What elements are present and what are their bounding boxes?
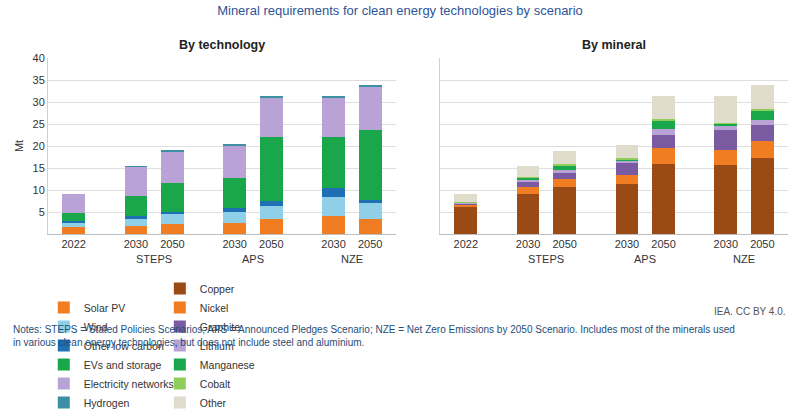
svg-text:Copper: Copper bbox=[200, 283, 235, 295]
svg-text:Mineral requirements for clean: Mineral requirements for clean energy te… bbox=[217, 3, 583, 18]
svg-text:By technology: By technology bbox=[179, 38, 265, 52]
svg-text:Manganese: Manganese bbox=[200, 359, 255, 371]
svg-text:2050: 2050 bbox=[160, 238, 184, 250]
svg-text:2030: 2030 bbox=[124, 238, 148, 250]
svg-text:5: 5 bbox=[39, 206, 45, 218]
svg-text:Nickel: Nickel bbox=[200, 302, 229, 314]
svg-text:NZE: NZE bbox=[341, 253, 363, 265]
svg-text:IEA. CC BY 4.0.: IEA. CC BY 4.0. bbox=[714, 306, 786, 317]
svg-text:2022: 2022 bbox=[454, 238, 478, 250]
svg-text:15: 15 bbox=[33, 162, 45, 174]
svg-text:NZE: NZE bbox=[733, 253, 755, 265]
svg-text:Hydrogen: Hydrogen bbox=[84, 397, 130, 409]
svg-text:EVs and storage: EVs and storage bbox=[84, 359, 162, 371]
svg-text:Cobalt: Cobalt bbox=[200, 378, 230, 390]
svg-text:2030: 2030 bbox=[615, 238, 639, 250]
svg-text:APS: APS bbox=[634, 253, 656, 265]
svg-text:2030: 2030 bbox=[516, 238, 540, 250]
svg-text:Lithium: Lithium bbox=[200, 340, 234, 352]
svg-text:Mt: Mt bbox=[13, 140, 25, 152]
svg-text:2022: 2022 bbox=[61, 238, 85, 250]
svg-text:Graphite: Graphite bbox=[200, 321, 240, 333]
svg-text:Solar PV: Solar PV bbox=[84, 302, 125, 314]
svg-text:2050: 2050 bbox=[750, 238, 774, 250]
svg-text:STEPS: STEPS bbox=[136, 253, 172, 265]
svg-text:35: 35 bbox=[33, 74, 45, 86]
svg-text:25: 25 bbox=[33, 118, 45, 130]
svg-text:Wind: Wind bbox=[84, 321, 108, 333]
svg-text:2050: 2050 bbox=[552, 238, 576, 250]
svg-text:Other low carbon: Other low carbon bbox=[84, 340, 164, 352]
svg-text:2030: 2030 bbox=[714, 238, 738, 250]
svg-text:Electricity networks: Electricity networks bbox=[84, 378, 174, 390]
svg-text:20: 20 bbox=[33, 140, 45, 152]
svg-text:40: 40 bbox=[33, 52, 45, 64]
svg-text:10: 10 bbox=[33, 184, 45, 196]
svg-text:APS: APS bbox=[242, 253, 264, 265]
svg-text:2050: 2050 bbox=[259, 238, 283, 250]
svg-text:STEPS: STEPS bbox=[528, 253, 564, 265]
svg-text:2050: 2050 bbox=[651, 238, 675, 250]
svg-text:Notes: STEPS = Stated Policies: Notes: STEPS = Stated Policies Scenarios… bbox=[13, 324, 735, 348]
svg-text:By mineral: By mineral bbox=[582, 38, 646, 52]
svg-text:2030: 2030 bbox=[321, 238, 345, 250]
svg-text:Other: Other bbox=[200, 397, 227, 409]
svg-text:2050: 2050 bbox=[358, 238, 382, 250]
svg-text:30: 30 bbox=[33, 96, 45, 108]
svg-text:2030: 2030 bbox=[222, 238, 246, 250]
